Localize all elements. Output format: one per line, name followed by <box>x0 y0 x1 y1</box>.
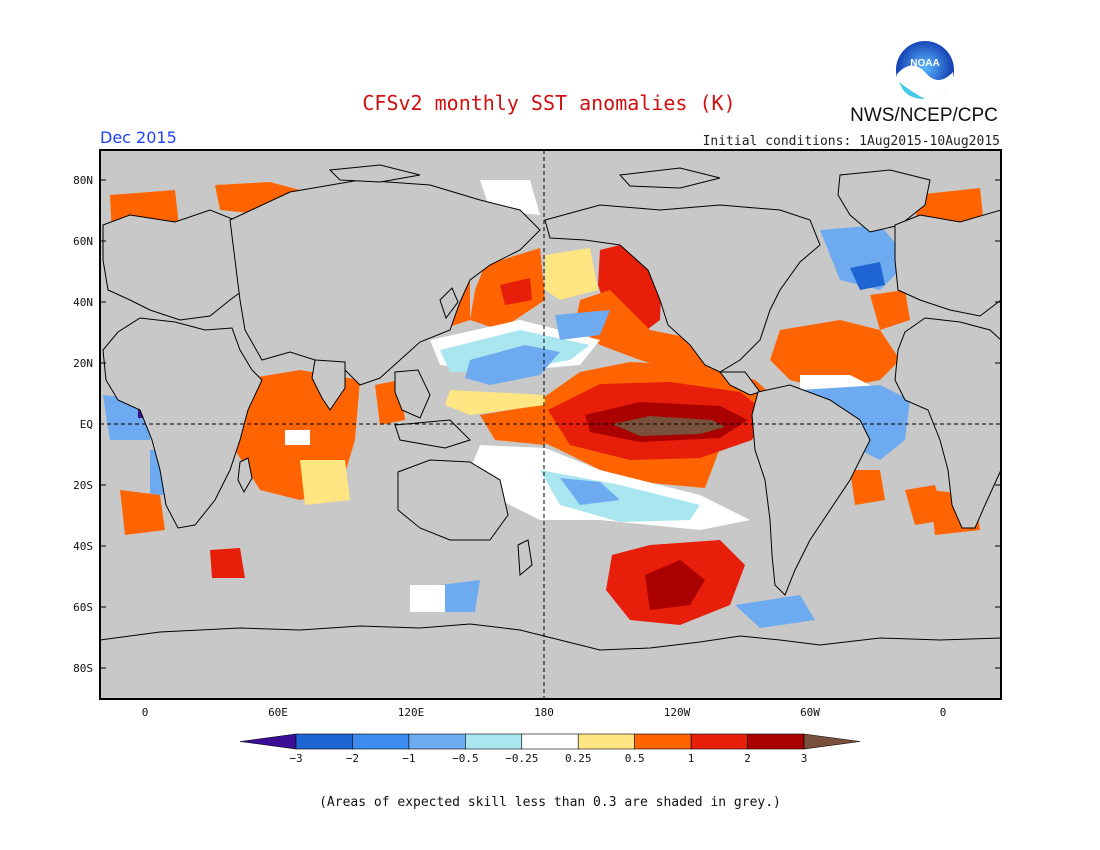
anomaly-cool-southern-ocean <box>735 595 815 628</box>
land-north-america <box>544 204 821 373</box>
anomaly-warm-equatorial-west <box>480 405 545 445</box>
skill-footnote: (Areas of expected skill less than 0.3 a… <box>319 795 781 810</box>
anomaly-warmest-nw-pacific <box>500 278 532 305</box>
colorbar-swatch <box>577 733 635 750</box>
anomaly-warm-south-africa <box>120 490 165 535</box>
colorbar: −3 −2 −1 −0.5 −0.25 0.25 0.5 1 2 3 <box>239 733 861 765</box>
land-europe-east-copy <box>894 209 1001 317</box>
land-new-zealand <box>517 539 533 577</box>
chart-title: CFSv2 monthly SST anomalies (K) <box>362 91 735 115</box>
anomaly-near-zero-io <box>285 430 310 445</box>
land-south-america <box>751 384 871 596</box>
anomaly-warm-south-io <box>210 548 245 578</box>
lon-label-60e: 60E <box>268 706 288 719</box>
colorbar-tick-label: −0.25 <box>505 752 538 765</box>
colorbar-arrow-high <box>803 733 861 750</box>
anomaly-cool-nw-pacific-core <box>465 345 560 385</box>
anomaly-field <box>103 180 985 628</box>
map-panel: 80N 60N 40N 20N EQ 20S 40S 60S 80S 0 60E… <box>73 149 1002 719</box>
lon-label-120w: 120W <box>664 706 691 719</box>
lon-label-0: 0 <box>142 706 149 719</box>
lat-label-60n: 60N <box>73 235 93 248</box>
colorbar-swatch <box>352 733 410 750</box>
land-africa-east-copy <box>894 317 1001 529</box>
land-india <box>311 359 346 411</box>
lat-label-80s: 80S <box>73 662 93 675</box>
anomaly-cool-sp-core <box>560 478 620 505</box>
noaa-logo: NOAA <box>896 41 954 100</box>
colorbar-swatch <box>634 733 692 750</box>
colorbar-tick-label: −1 <box>402 752 415 765</box>
lat-label-40s: 40S <box>73 540 93 553</box>
anomaly-near-zero-tasman <box>410 585 445 612</box>
land-arctic-islands-2 <box>618 167 721 189</box>
anomaly-warm-pacific-core <box>612 416 725 436</box>
colorbar-tick-label: 3 <box>801 752 808 765</box>
colorbar-swatch <box>747 733 805 750</box>
land-indonesia <box>394 419 471 449</box>
lat-label-20n: 20N <box>73 357 93 370</box>
colorbar-tick-label: 0.5 <box>625 752 645 765</box>
land-antarctica <box>100 623 1001 699</box>
anomaly-warm-ne-atlantic <box>870 290 910 330</box>
colorbar-swatch <box>408 733 466 750</box>
latitude-axis: 80N 60N 40N 20N EQ 20S 40S 60S 80S <box>73 174 1001 675</box>
lat-label-80n: 80N <box>73 174 93 187</box>
land-southeast-asia <box>394 369 431 419</box>
lon-label-180: 180 <box>534 706 554 719</box>
noaa-logo-text: NOAA <box>910 58 939 69</box>
lon-label-60w: 60W <box>800 706 820 719</box>
anomaly-cold-north-atlantic-core <box>850 262 885 290</box>
land-central-america <box>718 371 761 396</box>
colorbar-tick-label: −0.5 <box>452 752 479 765</box>
anomaly-slight-warm-subtropics <box>445 390 545 415</box>
anomaly-warm-sw-atlantic <box>850 470 885 505</box>
land-asia <box>229 179 541 386</box>
longitude-axis: 0 60E 120E 180 120W 60W 0 <box>142 706 947 719</box>
colorbar-arrow-low <box>239 733 297 750</box>
land-madagascar <box>237 457 253 494</box>
anomaly-slight-warm-np <box>545 248 598 300</box>
colorbar-tick-label: 2 <box>744 752 751 765</box>
anomaly-cool-north-atlantic <box>820 225 910 290</box>
colorbar-tick-label: −3 <box>289 752 302 765</box>
colorbar-tick-label: −2 <box>346 752 359 765</box>
land-australia <box>397 459 509 541</box>
anomaly-cool-tasman <box>440 580 480 612</box>
colorbar-swatch <box>295 733 353 750</box>
agency-label: NWS/NCEP/CPC <box>850 105 998 126</box>
colorbar-tick-label: 0.25 <box>565 752 592 765</box>
colorbar-tick-label: 1 <box>688 752 695 765</box>
colorbar-swatch <box>690 733 748 750</box>
anomaly-warm-north-atlantic <box>770 320 900 390</box>
land-europe <box>102 209 271 321</box>
map-frame <box>99 149 1002 700</box>
anomaly-cool-central-np <box>555 310 610 340</box>
anomaly-slight-warm-io <box>300 460 350 505</box>
lon-label-120e: 120E <box>398 706 425 719</box>
target-month-label: Dec 2015 <box>100 128 177 147</box>
continents <box>100 164 1001 699</box>
colorbar-swatch <box>465 733 523 750</box>
land-japan <box>439 287 459 320</box>
lat-label-eq: EQ <box>80 418 93 431</box>
initial-conditions-label: Initial conditions: 1Aug2015-10Aug2015 <box>703 134 1000 149</box>
lon-label-0-east: 0 <box>940 706 947 719</box>
lat-label-20s: 20S <box>73 479 93 492</box>
lat-label-60s: 60S <box>73 601 93 614</box>
anomaly-warmest-south-pacific <box>645 560 705 610</box>
colorbar-swatch <box>521 733 579 750</box>
lat-label-40n: 40N <box>73 296 93 309</box>
land-arctic-islands <box>328 164 421 183</box>
land-africa <box>102 317 263 529</box>
